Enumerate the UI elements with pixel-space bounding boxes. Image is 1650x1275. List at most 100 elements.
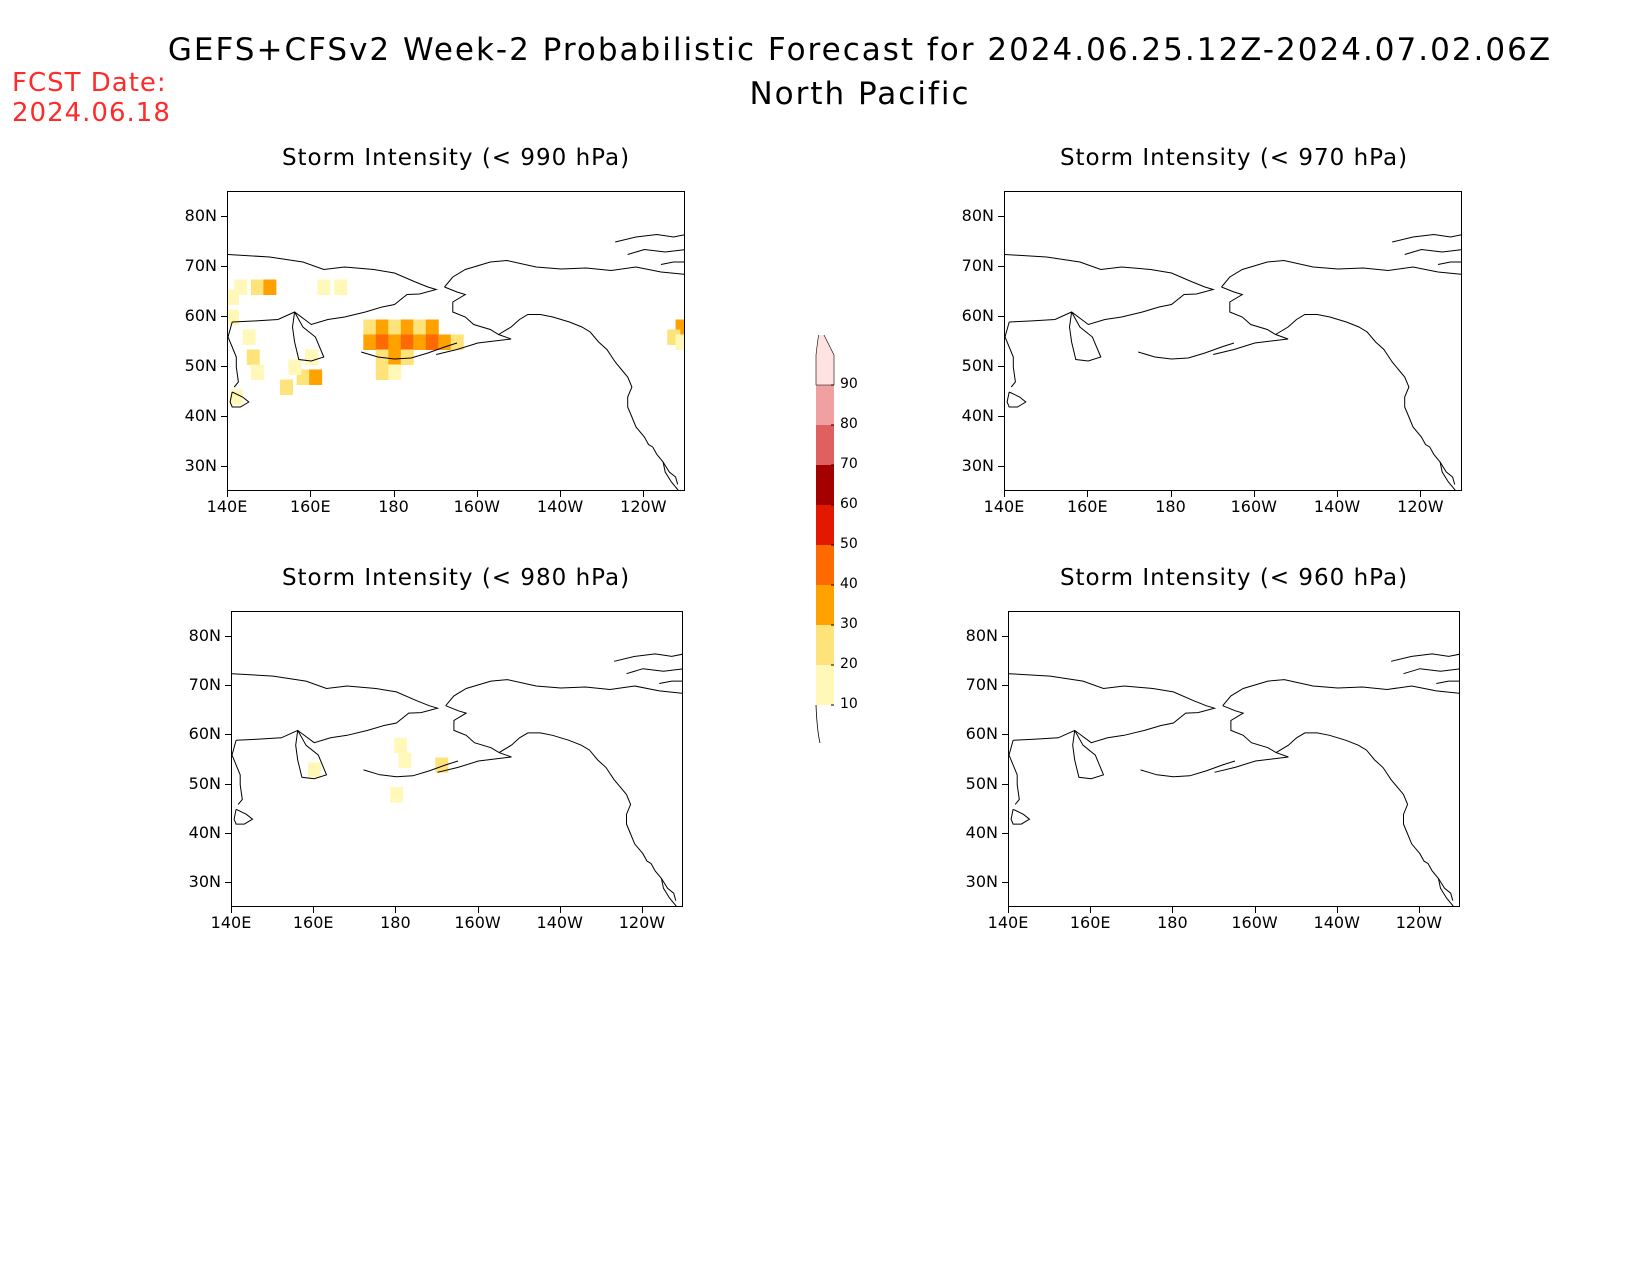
lon-tick: [1087, 491, 1089, 497]
colorbar-graphic: [815, 326, 835, 744]
lon-tick-label: 140W: [536, 497, 584, 516]
lon-tick: [393, 491, 395, 497]
colorbar-swatch: [816, 585, 834, 625]
colorbar: [810, 326, 870, 745]
lat-tick: [221, 266, 227, 267]
lat-tick: [1002, 833, 1008, 834]
panel-title-980: Storm Intensity (< 980 hPa): [281, 565, 631, 591]
lat-tick-label: 50N: [961, 356, 994, 375]
lat-tick-label: 60N: [184, 306, 217, 325]
lat-tick: [1002, 783, 1008, 785]
lon-tick-label: 140W: [536, 913, 583, 932]
coastline: [1068, 311, 1102, 362]
panel-title-990: Storm Intensity (< 990 hPa): [281, 145, 631, 171]
colorbar-swatch: [816, 385, 834, 425]
lon-tick: [559, 907, 561, 913]
coastline: [1404, 248, 1461, 255]
probability-cell: [363, 319, 377, 335]
lat-tick: [225, 882, 231, 884]
lat-tick-label: 50N: [184, 356, 217, 375]
lat-tick: [998, 466, 1004, 467]
probability-cell: [309, 369, 323, 385]
lon-tick: [1170, 491, 1172, 497]
lat-tick-label: 80N: [961, 206, 994, 225]
lat-tick-label: 70N: [961, 256, 994, 275]
colorbar-label: 30: [840, 616, 858, 632]
map-panel-990: [227, 191, 685, 491]
fcst-date-value: 2024.06.18: [12, 98, 171, 128]
lat-tick: [221, 366, 227, 367]
lon-tick-label: 160E: [289, 497, 331, 516]
lat-tick-label: 30N: [188, 872, 221, 892]
lat-tick: [225, 783, 231, 785]
coastline: [662, 461, 679, 490]
probability-cell: [288, 359, 302, 375]
lon-tick-label: 140E: [210, 913, 252, 932]
lat-tick: [998, 266, 1004, 267]
panel-title-960: Storm Intensity (< 960 hPa): [1059, 565, 1409, 591]
probability-cell: [413, 319, 427, 335]
probability-cell: [400, 319, 414, 335]
lat-tick: [1002, 635, 1008, 637]
colorbar-swatch: [816, 425, 834, 465]
probability-cell: [425, 334, 439, 350]
coastline: [436, 286, 512, 355]
coastline: [1009, 740, 1020, 805]
lon-tick-label: 140E: [206, 497, 248, 516]
coastline: [361, 342, 458, 360]
map-graphic: [1009, 653, 1459, 906]
lat-tick-label: 40N: [965, 823, 998, 842]
lon-tick-label: 180: [380, 913, 411, 932]
probability-cell: [413, 334, 427, 350]
lon-tick: [1004, 491, 1005, 497]
lon-tick-label: 120W: [1397, 497, 1444, 516]
coastline: [229, 391, 250, 408]
probability-cell: [400, 334, 414, 350]
coastline: [660, 261, 684, 265]
lon-tick: [227, 491, 228, 497]
coastline: [1275, 732, 1454, 901]
map-graphic: [228, 233, 684, 490]
coastline: [660, 878, 677, 906]
coastline: [1437, 878, 1454, 906]
lon-tick: [643, 491, 645, 497]
coastline: [437, 705, 512, 773]
coastline: [498, 732, 677, 901]
lon-tick-label: 160E: [1066, 497, 1108, 516]
lat-tick: [225, 685, 231, 686]
colorbar-swatch: [815, 326, 835, 386]
figure-title: GEFS+CFSv2 Week-2 Probabilistic Forecast…: [167, 32, 1553, 68]
lat-tick-label: 70N: [965, 675, 998, 694]
probability-cell: [263, 279, 277, 295]
coastline: [1214, 705, 1289, 773]
colorbar-swatch: [816, 665, 834, 705]
lat-tick: [998, 416, 1004, 417]
map-panel-960: [1008, 611, 1460, 907]
coastline: [1005, 254, 1216, 326]
coastline: [1390, 653, 1459, 662]
coastline: [1140, 760, 1236, 778]
coastline: [498, 314, 679, 485]
coastline: [1009, 673, 1217, 744]
lat-tick: [998, 366, 1004, 367]
lat-tick-label: 50N: [965, 773, 998, 793]
lat-tick: [225, 833, 231, 834]
probability-cell: [398, 752, 412, 768]
probability-cell: [388, 349, 402, 365]
lat-tick-label: 30N: [184, 456, 217, 475]
coastline: [1437, 261, 1461, 265]
coastline: [1392, 233, 1461, 243]
coastline: [615, 233, 684, 243]
probability-cell: [242, 329, 256, 345]
lon-tick: [1337, 491, 1339, 497]
coastline: [363, 760, 459, 778]
lon-tick-label: 160W: [453, 497, 500, 516]
coastline: [1403, 668, 1459, 675]
probability-cell: [388, 334, 402, 350]
lat-tick-label: 70N: [184, 256, 217, 275]
lon-tick: [477, 907, 479, 913]
probability-cell: [400, 349, 414, 365]
lon-tick-label: 180: [1157, 913, 1188, 932]
coastline: [627, 248, 684, 255]
lon-tick: [1090, 907, 1092, 913]
